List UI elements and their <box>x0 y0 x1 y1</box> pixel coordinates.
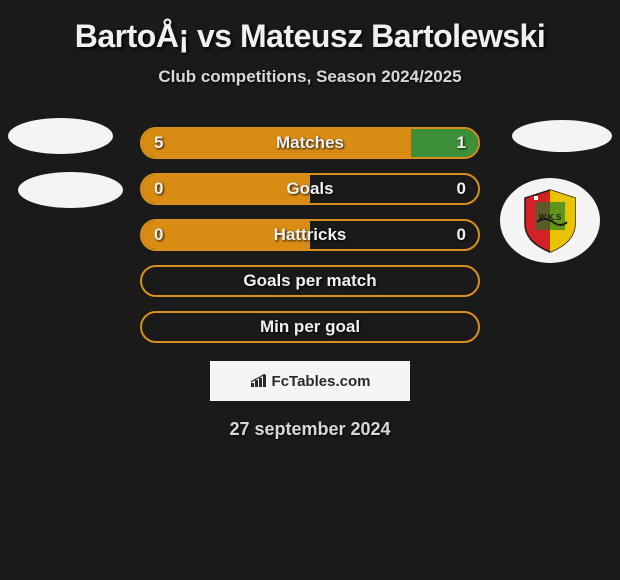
bar-fill-left <box>142 175 310 203</box>
stat-bar: 0 Goals 0 <box>140 173 480 205</box>
bar-fill-right <box>411 129 478 157</box>
stat-row: 0 Hattricks 0 <box>0 219 620 251</box>
stat-value-left: 0 <box>154 179 163 199</box>
stat-bar: 0 Hattricks 0 <box>140 219 480 251</box>
date-text: 27 september 2024 <box>0 419 620 440</box>
watermark-box: FcTables.com <box>210 361 410 401</box>
stat-label: Goals <box>286 179 333 199</box>
stat-bar: 5 Matches 1 <box>140 127 480 159</box>
stat-value-right: 1 <box>457 133 466 153</box>
watermark-label: FcTables.com <box>272 373 371 390</box>
watermark-text: FcTables.com <box>250 373 371 390</box>
stat-label: Hattricks <box>274 225 347 245</box>
stat-value-right: 0 <box>457 225 466 245</box>
page-title: BartoÅ¡ vs Mateusz Bartolewski <box>0 0 620 55</box>
subtitle: Club competitions, Season 2024/2025 <box>0 67 620 87</box>
stats-container: 5 Matches 1 0 Goals 0 0 Hattricks 0 Goals per mat… <box>0 127 620 343</box>
stat-label: Min per goal <box>260 317 360 337</box>
stat-value-left: 5 <box>154 133 163 153</box>
stat-row: Min per goal <box>0 311 620 343</box>
stat-row: 5 Matches 1 <box>0 127 620 159</box>
stat-value-right: 0 <box>457 179 466 199</box>
stat-value-left: 0 <box>154 225 163 245</box>
stat-label: Goals per match <box>243 271 376 291</box>
stat-bar: Goals per match <box>140 265 480 297</box>
stat-bar: Min per goal <box>140 311 480 343</box>
stat-label: Matches <box>276 133 344 153</box>
stat-row: 0 Goals 0 <box>0 173 620 205</box>
stat-row: Goals per match <box>0 265 620 297</box>
chart-icon <box>250 374 268 388</box>
